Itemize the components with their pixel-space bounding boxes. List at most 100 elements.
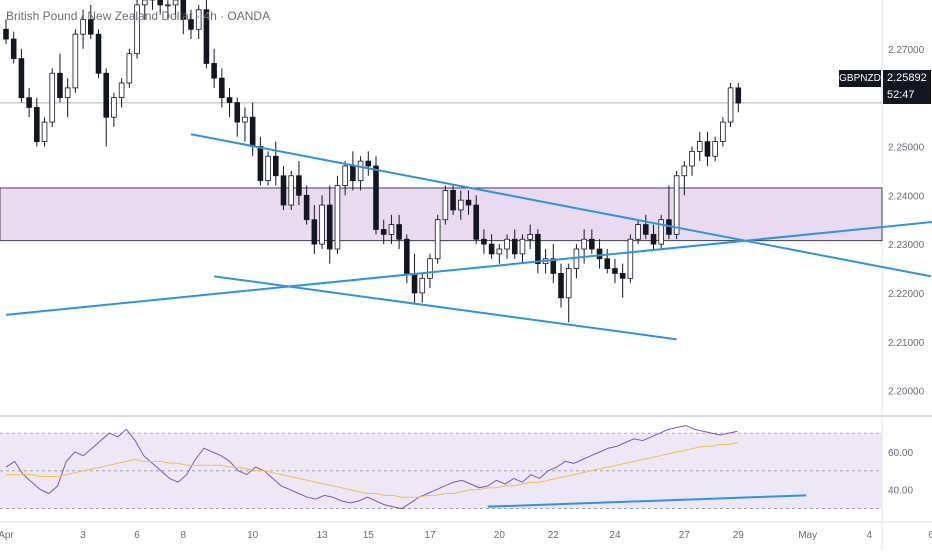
candle xyxy=(681,165,688,177)
candle xyxy=(18,58,25,99)
candle xyxy=(650,233,657,245)
candle xyxy=(380,229,387,235)
candle xyxy=(203,9,210,64)
candle xyxy=(88,19,94,35)
candle xyxy=(619,273,626,279)
candle xyxy=(249,116,256,147)
candle xyxy=(195,9,202,30)
trendline-layer xyxy=(5,133,932,341)
candle xyxy=(34,107,40,142)
candle xyxy=(720,121,726,142)
candle xyxy=(188,19,194,30)
candle xyxy=(134,4,140,55)
candle xyxy=(727,87,734,123)
candle xyxy=(704,141,711,157)
candle xyxy=(712,141,718,157)
candle xyxy=(288,175,294,206)
time-tick-label: 4 xyxy=(867,530,873,541)
zone-rect[interactable] xyxy=(0,187,883,242)
rsi-trendline[interactable] xyxy=(487,494,807,508)
candle xyxy=(612,268,618,274)
symbol-badge: GBPNZD xyxy=(839,70,881,87)
rsi-tick-label: 60.00 xyxy=(888,448,913,459)
candle xyxy=(226,97,233,103)
candle xyxy=(504,238,510,250)
rsi-line xyxy=(5,424,738,510)
candle xyxy=(604,258,611,269)
candle xyxy=(3,28,9,40)
candle xyxy=(442,190,449,221)
candle xyxy=(527,233,533,240)
candle xyxy=(735,87,742,104)
price-tick-label: 2.25000 xyxy=(888,142,925,153)
time-tick-label: 13 xyxy=(316,530,328,541)
candle xyxy=(242,116,248,123)
candle xyxy=(64,87,71,99)
candle xyxy=(388,224,395,235)
candle xyxy=(165,4,171,7)
time-tick-label: 6 xyxy=(134,530,140,541)
candle xyxy=(658,219,664,245)
time-tick-label: 27 xyxy=(679,530,691,541)
candle xyxy=(673,175,680,235)
candle xyxy=(103,72,109,118)
last-price-badge: 2.25892 xyxy=(883,70,931,87)
candle xyxy=(365,160,372,167)
rsi-ma-line xyxy=(6,442,738,498)
time-axis[interactable]: Apr 3 6 8 10 13 15 17 20 22 24 27 29 May 4 6 xyxy=(0,521,932,541)
candle xyxy=(458,199,464,211)
candle xyxy=(535,233,541,265)
candle xyxy=(404,238,410,274)
candle xyxy=(627,238,634,279)
candle xyxy=(373,165,379,230)
candle xyxy=(427,258,433,279)
time-tick-label: 15 xyxy=(363,530,375,541)
price-tick-label: 2.20000 xyxy=(888,387,925,398)
candle xyxy=(465,199,472,206)
candle xyxy=(434,219,441,260)
time-tick-label: 24 xyxy=(609,530,621,541)
candle xyxy=(111,97,117,118)
candle xyxy=(10,38,17,59)
candle xyxy=(280,175,287,206)
candle xyxy=(265,155,271,182)
candle xyxy=(519,238,526,255)
candle xyxy=(72,33,79,89)
candle xyxy=(696,141,703,152)
candle xyxy=(334,185,341,250)
candle xyxy=(273,155,279,177)
candle xyxy=(511,238,518,255)
time-tick-label: 10 xyxy=(247,530,259,541)
candle xyxy=(419,277,426,294)
time-tick-label: 6 xyxy=(928,530,932,541)
candle xyxy=(450,190,456,211)
trendline-upper-descending[interactable] xyxy=(190,133,932,278)
time-tick-label: 8 xyxy=(181,530,187,541)
candle xyxy=(296,175,302,196)
candle xyxy=(303,194,310,221)
candlestick-series xyxy=(3,0,742,323)
candle xyxy=(180,0,187,20)
time-tick-label: Apr xyxy=(0,530,14,541)
candle xyxy=(411,273,418,294)
candle xyxy=(635,224,641,240)
time-tick-label: 29 xyxy=(733,530,745,541)
rsi-panel xyxy=(0,424,882,510)
candle xyxy=(172,0,179,6)
candle xyxy=(396,224,402,240)
candle xyxy=(126,53,133,84)
candle xyxy=(488,243,495,255)
candle xyxy=(219,77,225,99)
trendline-rising-support[interactable] xyxy=(5,209,932,316)
rsi-tick-label: 40.00 xyxy=(888,486,913,497)
time-tick-label: 20 xyxy=(494,530,506,541)
candle xyxy=(350,165,356,182)
price-tick-label: 2.27000 xyxy=(888,45,925,56)
candle xyxy=(311,219,318,245)
candle xyxy=(26,97,32,108)
candle xyxy=(565,268,572,299)
price-tick-label: 2.21000 xyxy=(888,338,925,349)
candle xyxy=(57,72,63,99)
candle xyxy=(496,248,503,255)
